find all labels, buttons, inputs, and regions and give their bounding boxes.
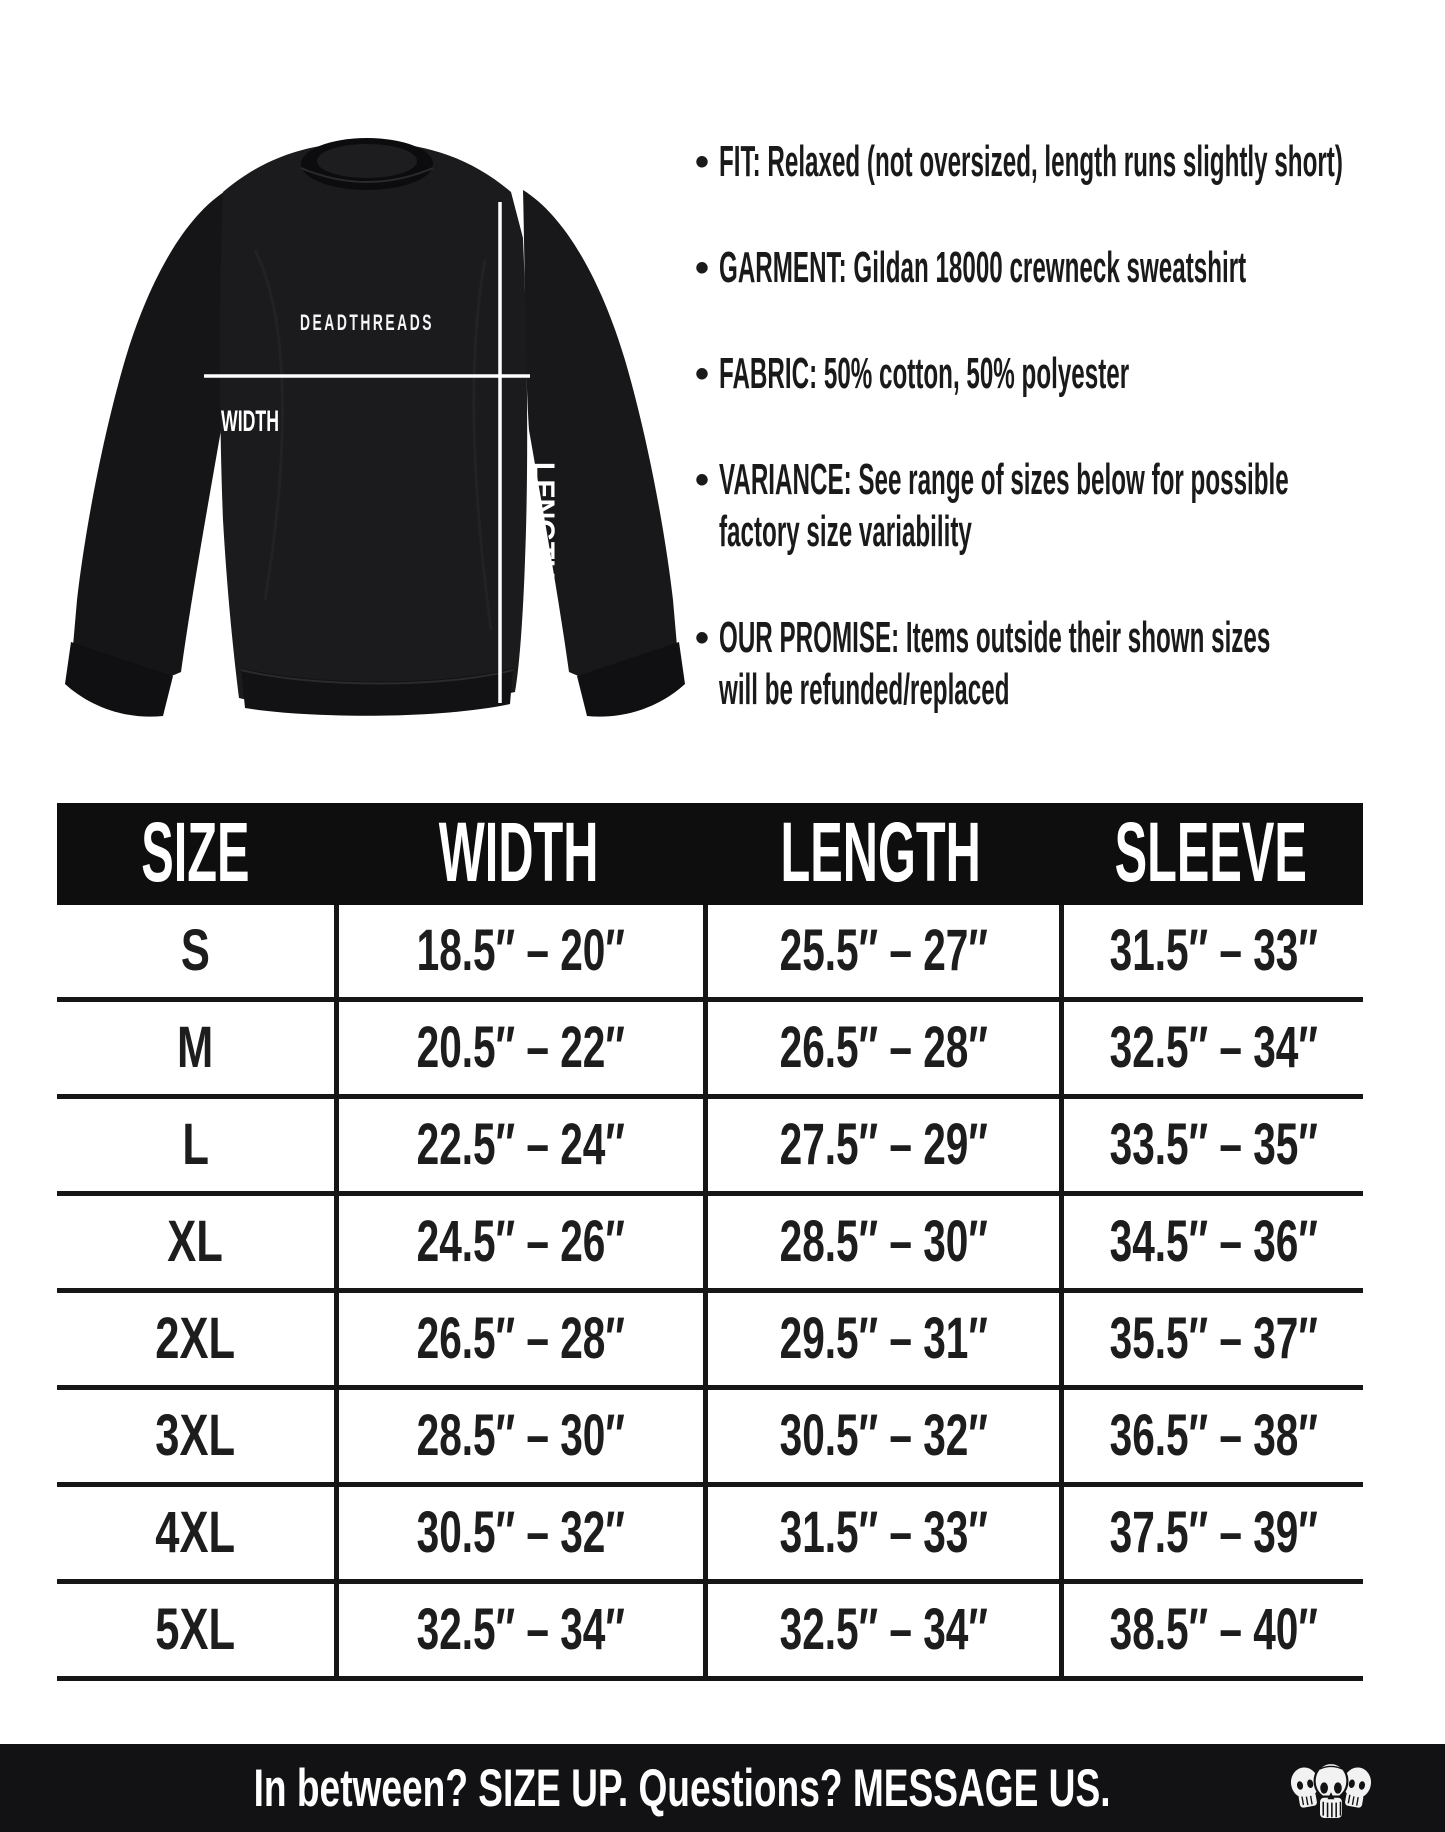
detail-item-variance: • VARIANCE: See range of sizes below for… (695, 454, 1445, 558)
detail-text-fabric: FABRIC: 50% cotton, 50% polyester (719, 349, 1130, 398)
table-row-l: L 22.5″ – 24″ 27.5″ – 29″ 33.5″ – 35″ (57, 1099, 1363, 1196)
cell-length: 30.5″ – 32″ (703, 1390, 1058, 1482)
table-row-3xl: 3XL 28.5″ – 30″ 30.5″ – 32″ 36.5″ – 38″ (57, 1390, 1363, 1487)
bullet-icon: • (695, 246, 710, 290)
sweatshirt-graphic (65, 138, 685, 717)
column-header-length: LENGTH (780, 805, 982, 899)
column-header-size: SIZE (141, 805, 250, 899)
cell-sleeve: 33.5″ – 35″ (1058, 1099, 1363, 1191)
cell-width: 26.5″ – 28″ (333, 1293, 704, 1385)
cell-width: 30.5″ – 32″ (333, 1487, 704, 1579)
cell-length: 32.5″ – 34″ (703, 1584, 1058, 1676)
bullet-icon: • (695, 140, 710, 184)
brand-text: DEADTHREADS (300, 310, 434, 335)
details-list: • FIT: Relaxed (not oversized, length ru… (695, 136, 1445, 770)
detail-item-garment: • GARMENT: Gildan 18000 crewneck sweatsh… (695, 242, 1445, 294)
cell-sleeve: 36.5″ – 38″ (1058, 1390, 1363, 1482)
sweatshirt-image: DEADTHREADS WIDTH LENGTH (65, 138, 685, 717)
column-header-sleeve: SLEEVE (1114, 805, 1307, 899)
table-row-xl: XL 24.5″ – 26″ 28.5″ – 30″ 34.5″ – 36″ (57, 1196, 1363, 1293)
cell-size: 4XL (155, 1500, 236, 1565)
footer-bar: In between? SIZE UP. Questions? MESSAGE … (0, 1744, 1445, 1832)
footer-message: In between? SIZE UP. Questions? MESSAGE … (0, 1744, 1364, 1832)
cell-sleeve: 35.5″ – 37″ (1058, 1293, 1363, 1385)
detail-text-variance: VARIANCE: See range of sizes below for p… (719, 455, 1289, 556)
cell-sleeve: 32.5″ – 34″ (1058, 1002, 1363, 1094)
table-row-5xl: 5XL 32.5″ – 34″ 32.5″ – 34″ 38.5″ – 40″ (57, 1584, 1363, 1681)
cell-width: 24.5″ – 26″ (333, 1196, 704, 1288)
cell-length: 27.5″ – 29″ (703, 1099, 1058, 1191)
bullet-icon: • (695, 458, 710, 502)
cell-length: 29.5″ – 31″ (703, 1293, 1058, 1385)
cell-sleeve: 31.5″ – 33″ (1058, 905, 1363, 997)
table-header-row: SIZE WIDTH LENGTH SLEEVE (57, 803, 1363, 905)
cell-length: 31.5″ – 33″ (703, 1487, 1058, 1579)
detail-item-fabric: • FABRIC: 50% cotton, 50% polyester (695, 348, 1445, 400)
cell-size: 3XL (155, 1403, 236, 1468)
cell-width: 20.5″ – 22″ (333, 1002, 704, 1094)
size-chart-table: SIZE WIDTH LENGTH SLEEVE S 18.5″ – 20″ 2… (57, 803, 1363, 1681)
cell-sleeve: 37.5″ – 39″ (1058, 1487, 1363, 1579)
detail-text-garment: GARMENT: Gildan 18000 crewneck sweatshir… (719, 243, 1247, 292)
table-row-m: M 20.5″ – 22″ 26.5″ – 28″ 32.5″ – 34″ (57, 1002, 1363, 1099)
cell-sleeve: 38.5″ – 40″ (1058, 1584, 1363, 1676)
footer-message-text: In between? SIZE UP. Questions? MESSAGE … (253, 1758, 1111, 1818)
detail-item-fit: • FIT: Relaxed (not oversized, length ru… (695, 136, 1445, 188)
cell-length: 26.5″ – 28″ (703, 1002, 1058, 1094)
cell-size: 5XL (155, 1597, 236, 1662)
cell-length: 25.5″ – 27″ (703, 905, 1058, 997)
cell-sleeve: 34.5″ – 36″ (1058, 1196, 1363, 1288)
detail-text-promise: OUR PROMISE: Items outside their shown s… (719, 613, 1271, 714)
detail-item-promise: • OUR PROMISE: Items outside their shown… (695, 612, 1445, 716)
length-line-label: LENGTH (527, 462, 560, 580)
cell-width: 22.5″ – 24″ (333, 1099, 704, 1191)
cell-size: L (182, 1112, 209, 1177)
column-header-width: WIDTH (438, 805, 599, 899)
bullet-icon: • (695, 616, 710, 660)
width-line-label: WIDTH (221, 405, 279, 438)
cell-width: 28.5″ – 30″ (333, 1390, 704, 1482)
cell-size: XL (167, 1209, 224, 1274)
cell-size: M (177, 1015, 214, 1080)
three-skulls-icon (1290, 1761, 1372, 1821)
detail-text-fit: FIT: Relaxed (not oversized, length runs… (719, 137, 1343, 186)
table-row-4xl: 4XL 30.5″ – 32″ 31.5″ – 33″ 37.5″ – 39″ (57, 1487, 1363, 1584)
sweatshirt-figure: DEADTHREADS WIDTH LENGTH (55, 130, 695, 720)
bullet-icon: • (695, 352, 710, 396)
cell-size: S (180, 918, 210, 983)
cell-length: 28.5″ – 30″ (703, 1196, 1058, 1288)
cell-size: 2XL (155, 1306, 236, 1371)
cell-width: 32.5″ – 34″ (333, 1584, 704, 1676)
table-row-2xl: 2XL 26.5″ – 28″ 29.5″ – 31″ 35.5″ – 37″ (57, 1293, 1363, 1390)
cell-width: 18.5″ – 20″ (333, 905, 704, 997)
table-row-s: S 18.5″ – 20″ 25.5″ – 27″ 31.5″ – 33″ (57, 905, 1363, 1002)
